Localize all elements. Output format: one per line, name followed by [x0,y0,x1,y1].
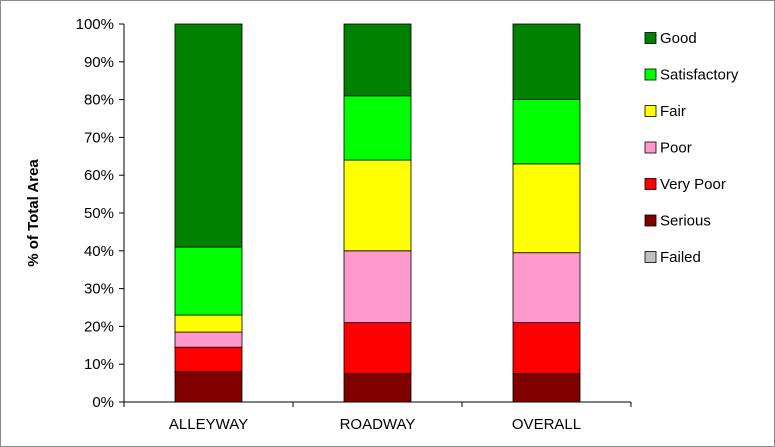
y-tick-label: 10% [84,356,114,373]
legend-swatch-satisfactory [644,68,657,81]
bar-segment-very-poor [343,322,412,375]
y-tick-label: 90% [84,54,114,71]
legend-swatch-poor [644,141,657,154]
legend-label-poor: Poor [660,140,692,157]
y-axis-label: % of Total Area [25,159,42,267]
legend-label-very-poor: Very Poor [660,176,726,193]
bar-segment-poor [343,250,412,324]
legend-label-fair: Fair [660,103,686,120]
bar-segment-very-poor [512,322,581,375]
y-tick-label: 100% [76,16,114,33]
y-tick-label: 80% [84,92,114,109]
x-tick-label: ALLEYWAY [169,416,248,433]
legend-label-serious: Serious [660,213,711,230]
legend-label-good: Good [660,30,697,47]
x-tick-label: OVERALL [512,416,581,433]
bar-segment-poor [512,252,581,324]
bar-segment-very-poor [174,346,243,373]
legend-swatch-good [644,32,657,44]
legend-label-failed: Failed [660,249,701,266]
bar-segment-serious [512,373,581,403]
legend-swatch-very-poor [644,178,657,190]
legend-label-satisfactory: Satisfactory [660,67,739,84]
bar-segment-satisfactory [343,95,412,161]
y-tick-label: 20% [84,318,114,335]
x-tick-label: ROADWAY [340,416,416,433]
y-tick-label: 70% [84,129,114,146]
bar-segment-good [512,23,581,100]
legend-swatch-failed [644,251,657,263]
tick-labels: 0% 10% 20% 30% 40% 50% 60% 70% 80% 90% 100% ALLEYWA… [76,16,581,433]
bar-segment-serious [343,373,412,403]
y-tick-label: 50% [84,205,114,222]
bar-segment-serious [174,371,243,403]
bar-segment-good [343,23,412,97]
bars [174,23,581,403]
legend-swatch-serious [644,214,657,227]
y-tick-label: 60% [84,167,114,184]
bar-segment-fair [174,314,243,333]
y-tick-label: 40% [84,243,114,260]
legend: Good Satisfactory Fair Poor Very Poor Serious… [644,30,739,266]
bar-segment-fair [512,163,581,254]
bar-segment-poor [174,331,243,348]
y-tick-label: 30% [84,281,114,298]
bar-segment-good [174,23,243,248]
bar-segment-satisfactory [512,99,581,165]
bar-segment-fair [343,159,412,252]
bar-segment-satisfactory [174,246,243,316]
y-tick-label: 0% [92,394,114,411]
legend-swatch-fair [644,105,657,117]
